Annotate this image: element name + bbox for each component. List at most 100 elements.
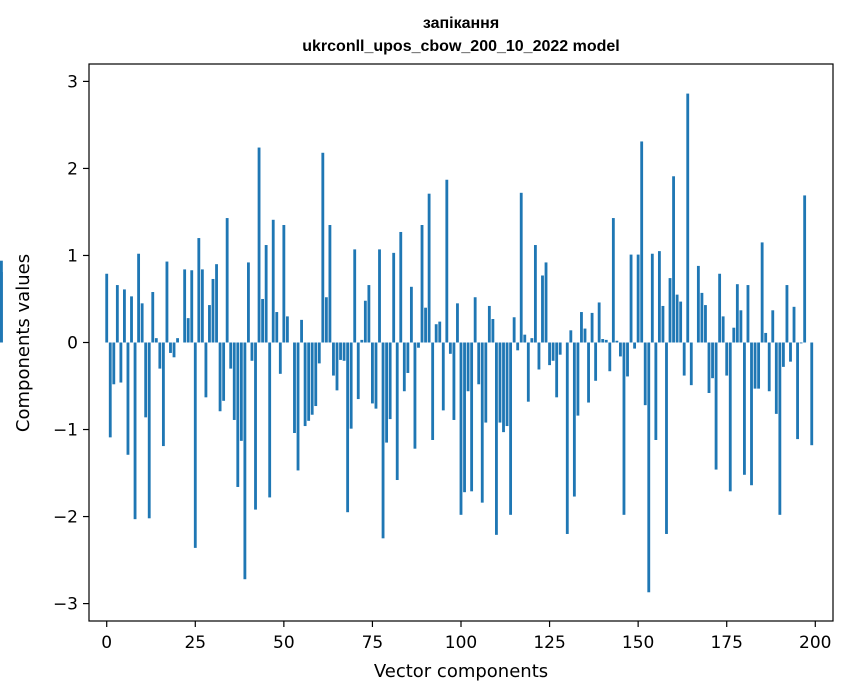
bar-86 [409,286,413,343]
bar-150 [636,254,640,343]
bar-190 [778,342,782,515]
bar-159 [668,278,672,343]
bar-119 [526,342,530,402]
bar-131 [569,330,573,343]
bar-88 [417,342,420,348]
bar-40 [247,262,250,343]
bar-102 [466,342,470,392]
bar-174 [721,316,725,343]
bar-78 [381,342,385,539]
bar-146 [622,342,626,515]
bar-186 [764,332,768,343]
bar-80 [388,342,392,420]
bar-undefined [0,260,3,343]
bar-61 [321,152,325,343]
bar-54 [296,342,300,471]
bar-71 [356,342,360,400]
bar-65 [335,342,339,391]
bar-165 [689,342,693,386]
bar-55 [300,319,303,343]
bar-93 [434,324,438,343]
bar-125 [548,342,551,366]
bar-18 [169,342,172,353]
bar-117 [519,192,523,343]
bar-142 [608,342,612,372]
bar-91 [427,193,431,343]
bar-169 [704,305,707,343]
bar-31 [215,264,218,343]
bar-123 [541,275,544,343]
bar-73 [363,300,367,343]
bar-39 [243,342,247,580]
bar-121 [533,245,537,343]
bar-2 [112,342,116,385]
bar-24 [190,270,194,343]
bar-56 [303,342,307,427]
bar-66 [339,342,342,360]
bar-176 [728,342,732,492]
bar-84 [402,342,406,392]
bar-184 [757,342,761,389]
bar-130 [565,342,569,534]
bar-171 [711,342,714,379]
bar-154 [650,253,654,343]
bar-79 [385,342,389,443]
bar-137 [590,312,594,343]
bar-110 [495,342,498,535]
bar-168 [700,292,704,343]
bar-10 [140,303,144,343]
bar-53 [293,342,296,434]
bar-7 [130,296,133,343]
bar-191 [781,342,785,367]
bar-181 [746,285,750,343]
bar-48 [275,312,279,343]
bar-69 [349,342,353,429]
bar-1 [108,342,112,438]
bar-153 [647,342,651,593]
bar-23 [186,318,190,343]
bar-5 [123,289,126,343]
bar-57 [307,342,311,421]
bar-128 [558,342,562,355]
bar-17 [165,261,169,343]
bar-148 [629,254,633,343]
bar-49 [278,342,282,374]
bar-35 [229,342,233,369]
bar-58 [310,342,314,415]
y-tick-label: −2 [53,508,78,528]
bar-152 [643,342,647,406]
bar-16 [161,342,165,447]
bar-106 [480,342,484,503]
bar-14 [154,338,158,343]
bars-group [0,93,814,593]
bar-89 [420,225,424,343]
bar-163 [682,342,686,376]
bar-20 [176,338,179,343]
bar-170 [707,342,711,393]
bar-77 [378,249,381,343]
bar-12 [147,342,151,519]
bar-122 [537,342,541,370]
bar-139 [597,302,601,343]
x-tick-label: 25 [184,633,206,653]
bar-164 [686,93,690,343]
bar-92 [431,342,435,440]
bar-11 [144,342,148,418]
chart-title: запікання [423,15,499,32]
bar-194 [792,306,796,343]
bar-72 [360,339,364,343]
bar-173 [718,273,722,343]
bar-145 [619,342,622,357]
bar-140 [601,339,605,343]
bar-19 [172,342,176,358]
bar-13 [151,292,155,343]
bar-143 [611,218,615,343]
bar-132 [572,342,576,497]
bar-104 [473,297,477,343]
bar-50 [282,225,286,343]
bar-112 [502,342,505,433]
bar-30 [211,278,215,343]
bar-144 [615,340,619,343]
